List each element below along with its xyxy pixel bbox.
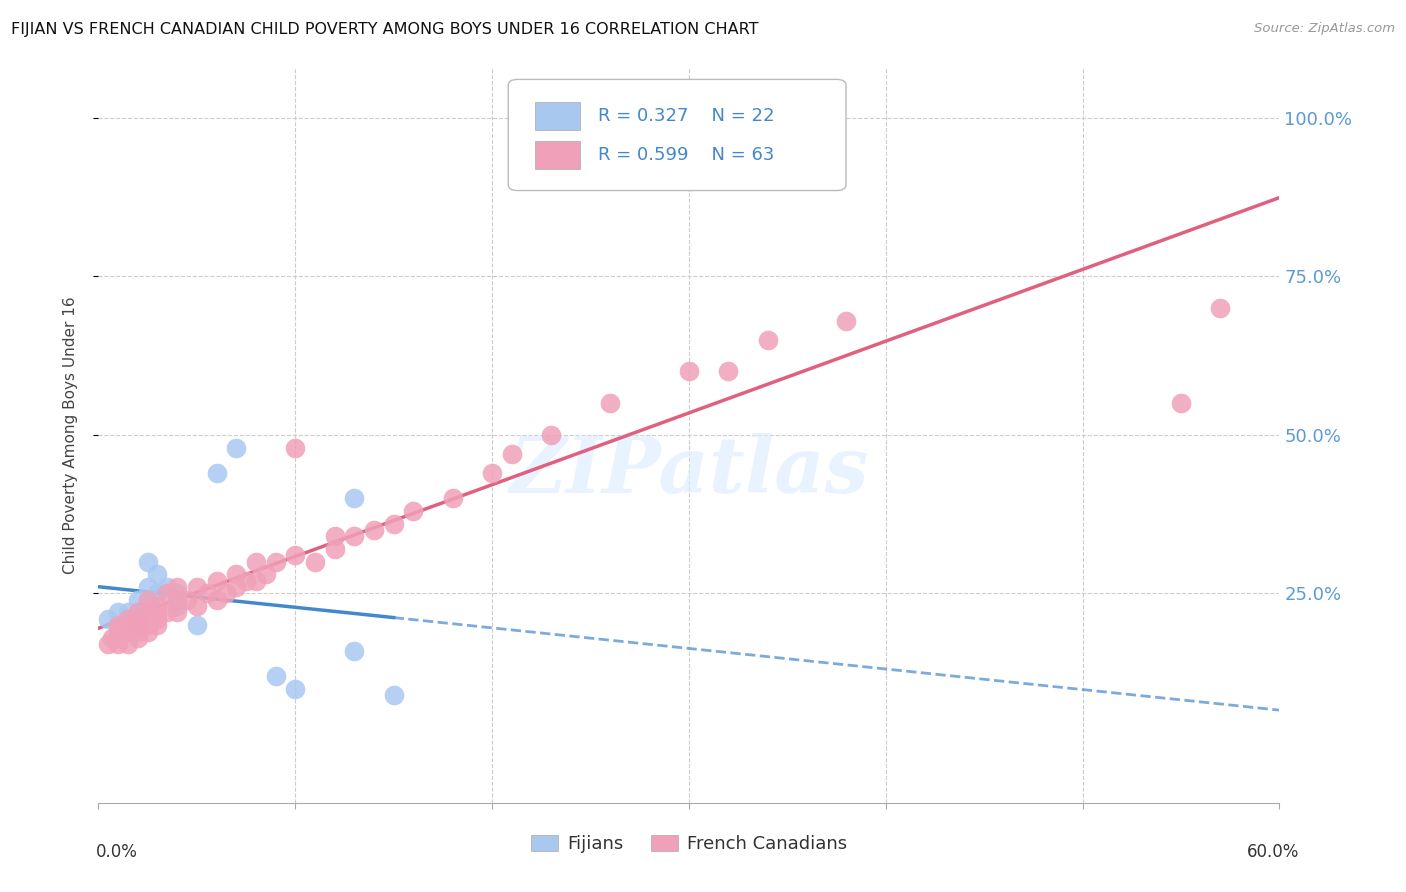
- Point: [678, 174, 700, 188]
- FancyBboxPatch shape: [536, 141, 581, 169]
- Text: FIJIAN VS FRENCH CANADIAN CHILD POVERTY AMONG BOYS UNDER 16 CORRELATION CHART: FIJIAN VS FRENCH CANADIAN CHILD POVERTY …: [11, 22, 759, 37]
- Point: [225, 441, 247, 455]
- Point: [127, 606, 149, 620]
- Point: [382, 688, 405, 702]
- Point: [501, 447, 523, 461]
- FancyBboxPatch shape: [536, 103, 581, 130]
- Legend: Fijians, French Canadians: Fijians, French Canadians: [524, 827, 853, 860]
- Point: [481, 466, 503, 480]
- Point: [166, 599, 188, 614]
- Point: [136, 592, 159, 607]
- Point: [225, 580, 247, 594]
- Point: [284, 681, 307, 696]
- Point: [717, 364, 740, 378]
- Point: [127, 624, 149, 639]
- Point: [146, 586, 169, 600]
- Point: [402, 504, 425, 518]
- Point: [343, 643, 366, 657]
- Point: [136, 624, 159, 639]
- Point: [284, 549, 307, 563]
- Point: [382, 516, 405, 531]
- Text: 60.0%: 60.0%: [1247, 843, 1299, 861]
- Point: [146, 612, 169, 626]
- Point: [146, 606, 169, 620]
- Point: [127, 618, 149, 632]
- Point: [127, 618, 149, 632]
- Point: [127, 612, 149, 626]
- Point: [343, 529, 366, 543]
- FancyBboxPatch shape: [508, 79, 846, 191]
- Point: [156, 606, 179, 620]
- Point: [323, 542, 346, 557]
- Point: [599, 396, 621, 410]
- Point: [156, 586, 179, 600]
- Text: Source: ZipAtlas.com: Source: ZipAtlas.com: [1254, 22, 1395, 36]
- Point: [97, 612, 120, 626]
- Point: [245, 555, 267, 569]
- Point: [136, 580, 159, 594]
- Point: [363, 523, 385, 537]
- Point: [117, 624, 139, 639]
- Point: [323, 529, 346, 543]
- Point: [146, 599, 169, 614]
- Text: R = 0.327    N = 22: R = 0.327 N = 22: [598, 107, 775, 125]
- Point: [235, 574, 257, 588]
- Point: [146, 618, 169, 632]
- Point: [101, 631, 124, 645]
- Point: [166, 606, 188, 620]
- Point: [156, 580, 179, 594]
- Text: 0.0%: 0.0%: [96, 843, 138, 861]
- Point: [127, 606, 149, 620]
- Point: [441, 491, 464, 506]
- Point: [127, 592, 149, 607]
- Point: [835, 313, 858, 327]
- Point: [678, 364, 700, 378]
- Point: [540, 427, 562, 442]
- Point: [205, 466, 228, 480]
- Point: [136, 555, 159, 569]
- Point: [215, 586, 238, 600]
- Point: [136, 592, 159, 607]
- Y-axis label: Child Poverty Among Boys Under 16: Child Poverty Among Boys Under 16: [63, 296, 77, 574]
- Point: [166, 580, 188, 594]
- Point: [136, 606, 159, 620]
- Point: [225, 567, 247, 582]
- Point: [756, 333, 779, 347]
- Point: [264, 669, 287, 683]
- Point: [107, 618, 129, 632]
- Point: [117, 606, 139, 620]
- Point: [117, 618, 139, 632]
- Point: [205, 574, 228, 588]
- Point: [245, 574, 267, 588]
- Point: [264, 555, 287, 569]
- Point: [186, 580, 208, 594]
- Point: [117, 637, 139, 651]
- Point: [107, 606, 129, 620]
- Point: [1170, 396, 1192, 410]
- Point: [127, 631, 149, 645]
- Point: [97, 637, 120, 651]
- Point: [343, 491, 366, 506]
- Point: [304, 555, 326, 569]
- Point: [107, 631, 129, 645]
- Point: [205, 592, 228, 607]
- Point: [176, 592, 198, 607]
- Point: [166, 592, 188, 607]
- Point: [117, 612, 139, 626]
- Point: [107, 624, 129, 639]
- Point: [195, 586, 218, 600]
- Text: R = 0.599    N = 63: R = 0.599 N = 63: [598, 146, 775, 164]
- Point: [186, 599, 208, 614]
- Point: [1209, 301, 1232, 315]
- Text: ZIPatlas: ZIPatlas: [509, 434, 869, 510]
- Point: [166, 586, 188, 600]
- Point: [146, 567, 169, 582]
- Point: [136, 618, 159, 632]
- Point: [186, 618, 208, 632]
- Point: [254, 567, 277, 582]
- Point: [107, 637, 129, 651]
- Point: [284, 441, 307, 455]
